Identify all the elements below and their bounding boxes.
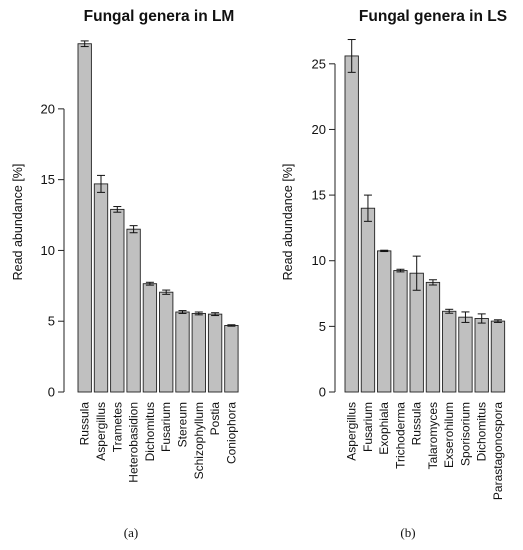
error-bar [194, 311, 203, 316]
panel-label: (b) [400, 525, 415, 540]
chart-panel-lm: Fungal genera in LM Read abundance [%] 0… [11, 8, 239, 540]
panel-label: (a) [124, 525, 138, 540]
error-bar [380, 249, 389, 253]
bar [393, 270, 408, 393]
x-tick-label: Russula [410, 402, 424, 446]
error-bar [80, 40, 89, 48]
x-tick-label: Heterobasidion [127, 402, 141, 483]
x-tick-label: Parastagonospora [491, 402, 505, 500]
error-bar [178, 310, 187, 314]
x-tick-label: Aspergillus [345, 402, 359, 461]
error-bar [113, 206, 122, 213]
x-tick-label: Postia [208, 402, 222, 436]
bar [77, 43, 92, 393]
x-tick-label: Dichomitus [475, 402, 489, 461]
x-tick-label: Trichoderma [393, 402, 407, 469]
error-bar [227, 324, 236, 327]
bar [442, 310, 457, 393]
bar [490, 320, 506, 393]
error-bar [477, 313, 486, 324]
error-bar [347, 39, 356, 73]
x-tick-label: Dichomitus [143, 402, 157, 461]
bar [224, 325, 239, 393]
x-tick-label: Exophiala [377, 402, 391, 455]
y-tick-label: 10 [312, 253, 326, 268]
bar [191, 312, 206, 393]
y-tick-label: 20 [312, 122, 326, 137]
y-tick-label: 25 [312, 56, 326, 71]
bar-series [77, 40, 239, 393]
bar [474, 318, 489, 393]
category-labels: Russula Aspergillus Trametes Heterobasidion… [78, 402, 239, 483]
bar [344, 55, 359, 393]
bar [93, 183, 109, 393]
y-tick-label: 15 [41, 172, 55, 187]
error-bar [129, 225, 138, 234]
error-bar [412, 255, 421, 291]
y-axis-label: Read abundance [%] [281, 164, 295, 281]
error-bar [363, 194, 372, 222]
error-bar [396, 268, 405, 273]
bar [360, 207, 376, 393]
x-tick-label: Russula [78, 402, 92, 446]
bar [142, 283, 158, 393]
y-tick-label: 5 [48, 314, 55, 329]
x-tick-label: Stereum [176, 402, 190, 447]
bar [425, 281, 441, 393]
chart-panel-ls: Fungal genera in LS Read abundance [%] 0… [281, 8, 507, 540]
y-axis: 0 5 10 15 20 [41, 101, 65, 400]
y-tick-label: 10 [41, 243, 55, 258]
x-tick-label: Fusarium [361, 402, 375, 452]
x-tick-label: Aspergillus [94, 402, 108, 461]
error-bar [162, 289, 171, 295]
y-tick-label: 5 [319, 319, 326, 334]
bar [409, 272, 424, 393]
y-axis-label: Read abundance [%] [11, 164, 25, 281]
category-labels: Aspergillus Fusarium Exophiala Trichoderma R… [345, 402, 505, 500]
y-tick-label: 20 [41, 101, 55, 116]
bar-series [344, 39, 506, 393]
x-tick-label: Trametes [110, 402, 124, 452]
x-tick-label: Sporisorium [458, 402, 472, 466]
error-bar [461, 311, 470, 323]
error-bar [211, 312, 220, 317]
x-tick-label: Schizophyllum [192, 402, 206, 479]
y-tick-label: 0 [48, 385, 55, 400]
x-tick-label: Coniophora [224, 402, 238, 464]
error-bar [445, 308, 454, 314]
bar [458, 316, 473, 393]
bar [159, 291, 174, 393]
error-bar [428, 279, 437, 286]
x-tick-label: Exserohilum [442, 402, 456, 468]
y-tick-label: 0 [319, 385, 326, 400]
bar [207, 313, 223, 393]
x-tick-label: Fusarium [159, 402, 173, 452]
chart-title: Fungal genera in LM [84, 8, 235, 25]
bar [126, 228, 141, 393]
y-axis: 0 5 10 15 20 25 [312, 56, 336, 400]
bar [175, 311, 190, 393]
chart-title: Fungal genera in LS [359, 8, 507, 25]
bar [377, 250, 392, 393]
error-bar [97, 174, 105, 193]
error-bar [493, 319, 502, 323]
y-tick-label: 15 [312, 188, 326, 203]
x-tick-label: Talaromyces [426, 402, 440, 469]
error-bar [145, 281, 154, 286]
bar [110, 208, 125, 393]
